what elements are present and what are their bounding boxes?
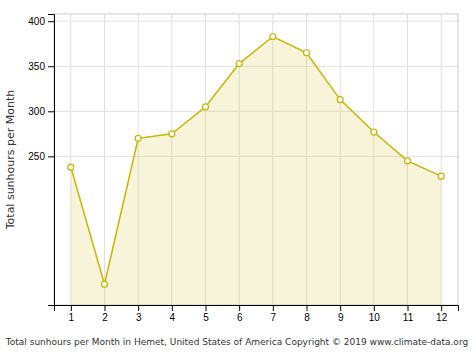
x-tick-label: 9 bbox=[338, 312, 344, 323]
data-layer bbox=[68, 34, 444, 305]
x-tick-label: 11 bbox=[403, 312, 414, 323]
marker bbox=[236, 61, 242, 67]
x-tick-mark bbox=[374, 305, 375, 311]
line bbox=[71, 37, 441, 285]
y-axis-line bbox=[48, 15, 55, 306]
y-axis: 250 300 350 400 bbox=[28, 15, 54, 306]
x-tick-mark bbox=[307, 305, 308, 311]
marker bbox=[337, 97, 343, 103]
x-tick: 7 bbox=[271, 305, 277, 323]
y-tick: 250 bbox=[28, 151, 54, 162]
x-axis: 123456789101112 bbox=[55, 305, 459, 323]
x-tick-label: 10 bbox=[369, 312, 381, 323]
chart: 123456789101112250300350400Total sunhour… bbox=[0, 0, 474, 355]
x-axis-title: Total sunhours per Month in Hemet, Unite… bbox=[5, 337, 468, 347]
marker bbox=[371, 129, 377, 135]
area bbox=[71, 37, 441, 305]
x-tick: 6 bbox=[237, 305, 243, 323]
marker bbox=[68, 164, 74, 170]
x-tick-mark bbox=[273, 305, 274, 311]
x-tick-mark bbox=[71, 305, 72, 311]
x-tick-mark bbox=[206, 305, 207, 311]
marker bbox=[405, 158, 411, 164]
marker bbox=[135, 135, 141, 141]
x-tick: 4 bbox=[170, 305, 176, 323]
y-tick-mark bbox=[48, 21, 54, 22]
marker bbox=[270, 34, 276, 40]
grid bbox=[54, 14, 458, 305]
grid-line bbox=[104, 14, 105, 305]
x-tick-label: 6 bbox=[237, 312, 243, 323]
x-tick-mark bbox=[441, 305, 442, 311]
grid-line bbox=[54, 21, 458, 22]
x-tick-label: 5 bbox=[203, 312, 209, 323]
x-tick-label: 1 bbox=[69, 312, 75, 323]
x-tick-mark bbox=[340, 305, 341, 311]
x-tick: 9 bbox=[338, 305, 344, 323]
marker bbox=[304, 50, 310, 56]
x-tick-mark bbox=[172, 305, 173, 311]
x-tick-mark bbox=[105, 305, 106, 311]
x-axis-line bbox=[55, 306, 459, 312]
x-tick-label: 4 bbox=[170, 312, 176, 323]
x-tick: 8 bbox=[304, 305, 310, 323]
marker bbox=[438, 173, 444, 179]
x-tick-label: 12 bbox=[436, 312, 448, 323]
y-axis-title: Total sunhours per Month bbox=[4, 90, 17, 231]
x-tick: 2 bbox=[102, 305, 108, 323]
x-tick: 12 bbox=[436, 305, 448, 323]
y-tick-label: 400 bbox=[28, 16, 45, 27]
x-tick-label: 2 bbox=[102, 312, 108, 323]
x-tick: 3 bbox=[136, 305, 142, 323]
y-tick-label: 300 bbox=[28, 106, 45, 117]
x-tick-mark bbox=[408, 305, 409, 311]
marker bbox=[169, 131, 175, 137]
y-tick-mark bbox=[48, 66, 54, 67]
y-tick-label: 250 bbox=[28, 151, 45, 162]
x-tick-label: 8 bbox=[304, 312, 310, 323]
x-tick: 10 bbox=[369, 305, 381, 323]
y-tick: 400 bbox=[28, 16, 54, 27]
x-tick-mark bbox=[239, 305, 240, 311]
plot: 123456789101112250300350400 bbox=[28, 14, 458, 323]
y-tick: 350 bbox=[28, 61, 54, 72]
y-tick: 300 bbox=[28, 106, 54, 117]
x-tick: 5 bbox=[203, 305, 209, 323]
marker bbox=[203, 104, 209, 110]
y-tick-label: 350 bbox=[28, 61, 45, 72]
y-tick-mark bbox=[48, 111, 54, 112]
x-tick-mark bbox=[138, 305, 139, 311]
x-tick-label: 7 bbox=[271, 312, 277, 323]
x-tick: 1 bbox=[69, 305, 75, 323]
y-tick-mark bbox=[48, 156, 54, 157]
x-tick-label: 3 bbox=[136, 312, 142, 323]
x-tick: 11 bbox=[403, 305, 414, 323]
plot-frame bbox=[54, 14, 458, 305]
marker bbox=[102, 281, 108, 287]
